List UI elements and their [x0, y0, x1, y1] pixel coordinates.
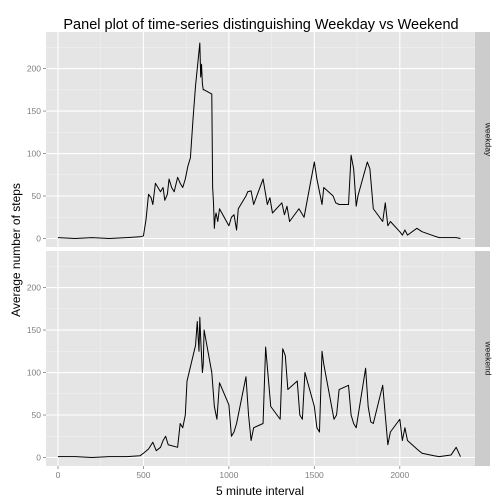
x-tick-label: 1000 — [219, 470, 238, 480]
strip-background-weekday — [475, 32, 490, 247]
y-tick-label: 200 — [27, 283, 41, 293]
y-tick-label: 50 — [32, 410, 42, 420]
y-tick-label: 150 — [27, 106, 41, 116]
y-tick-label: 50 — [32, 191, 42, 201]
y-tick-label: 100 — [27, 149, 41, 159]
y-tick-label: 0 — [36, 234, 41, 244]
x-axis-ticks: 0 500 1000 1500 2000 — [56, 466, 410, 480]
panel-weekend: 0 50 100 150 200 weekend — [27, 251, 494, 466]
series-line-weekday — [57, 42, 461, 239]
x-tick-label: 500 — [136, 470, 150, 480]
x-tick-label: 2000 — [390, 470, 409, 480]
panels: 0 50 100 150 200 weekday 0 50 100 150 200 weekend — [27, 32, 494, 466]
y-tick-label: 200 — [27, 64, 41, 74]
series-line-weekend — [57, 316, 461, 458]
y-tick-label: 0 — [36, 453, 41, 463]
strip-label-weekend: weekend — [484, 340, 494, 375]
y-tick-label: 150 — [27, 325, 41, 335]
panel-weekday: 0 50 100 150 200 weekday — [27, 32, 494, 247]
strip-background-weekend — [475, 251, 490, 466]
strip-label-weekday: weekday — [484, 122, 494, 157]
y-axis-title: Average number of steps — [9, 183, 23, 317]
panel-background-weekend — [46, 251, 475, 466]
x-tick-label: 0 — [56, 470, 61, 480]
chart-title: Panel plot of time-series distinguishing… — [63, 17, 458, 33]
panel-background-weekday — [46, 32, 475, 247]
x-axis-title: 5 minute interval — [216, 484, 304, 498]
y-tick-label: 100 — [27, 368, 41, 378]
x-tick-label: 1500 — [305, 470, 324, 480]
